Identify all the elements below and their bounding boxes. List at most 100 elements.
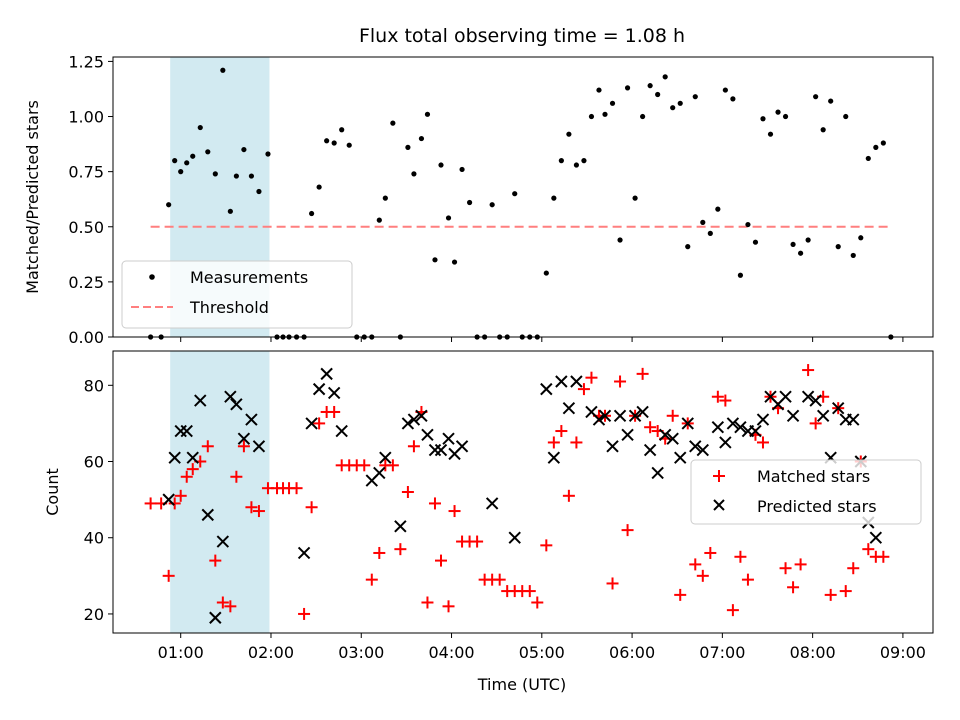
- matched-star-point: [779, 562, 792, 575]
- legend-measurements-marker: [149, 274, 155, 280]
- predicted-star-point: [379, 451, 392, 464]
- measurement-point: [220, 67, 226, 73]
- chart-title: Flux total observing time = 1.08 h: [359, 25, 685, 47]
- measurement-point: [624, 85, 631, 91]
- matched-star-point: [644, 421, 657, 434]
- measurement-point: [782, 113, 789, 120]
- matched-star-point: [493, 573, 506, 586]
- predicted-star-point: [540, 382, 553, 396]
- predicted-star-point: [643, 443, 657, 457]
- matched-star-point: [230, 470, 243, 483]
- predicted-star-point: [726, 417, 740, 430]
- x-tick-label: 07:00: [699, 643, 745, 662]
- matched-star-point: [298, 607, 311, 620]
- measurement-point: [241, 146, 247, 153]
- measurement-point: [558, 158, 564, 164]
- measurement-point: [662, 74, 668, 80]
- predicted-star-point: [297, 546, 311, 560]
- measurement-point: [790, 241, 796, 248]
- measurement-point: [715, 206, 721, 212]
- y-axis-ticks-top: 0.00 0.25 0.50 0.75 1.00 1.25: [68, 52, 113, 347]
- predicted-star-point: [305, 417, 318, 430]
- predicted-star-point: [230, 398, 243, 411]
- matched-star-point: [305, 501, 318, 514]
- measurement-point: [581, 158, 587, 164]
- measurement-point: [737, 272, 744, 278]
- measurement-point: [858, 235, 864, 241]
- predicted-star-point: [312, 382, 326, 396]
- measurement-point: [466, 199, 473, 206]
- predicted-star-point: [401, 417, 415, 430]
- y-tick-label-top: 0.50: [68, 218, 104, 237]
- matched-star-point: [373, 546, 386, 559]
- measurement-points: [148, 67, 894, 340]
- predicted-star-point: [786, 409, 800, 422]
- x-tick-label: 09:00: [880, 643, 926, 662]
- measurement-point: [197, 124, 203, 131]
- x-tick-label: 01:00: [158, 643, 204, 662]
- matched-star-point: [674, 588, 687, 601]
- matched-star-point: [421, 596, 434, 609]
- predicted-star-point: [621, 428, 634, 442]
- predicted-star-point: [237, 432, 251, 445]
- predicted-star-point: [421, 428, 434, 442]
- predicted-star-point: [666, 432, 679, 445]
- predicted-star-point: [658, 428, 672, 442]
- x-axis-ticks: 01:00 02:00 03:00 04:00 05:00 06:00 07:00 08:00…: [158, 633, 926, 662]
- measurement-point: [309, 210, 315, 217]
- predicted-star-point: [327, 386, 341, 400]
- predicted-star-point: [415, 409, 428, 422]
- x-tick-label: 04:00: [428, 643, 474, 662]
- measurement-point: [178, 169, 184, 175]
- legend-matched-marker: [713, 470, 725, 482]
- legend-threshold-label: Threshold: [189, 298, 269, 317]
- matched-star-point: [216, 596, 229, 609]
- matched-star-point: [401, 486, 414, 498]
- x-tick-label: 05:00: [519, 643, 565, 662]
- matched-star-point: [877, 550, 890, 563]
- legend-predicted-marker: [713, 499, 725, 511]
- matched-star-point: [162, 569, 175, 582]
- measurement-point: [602, 111, 608, 117]
- matched-star-point: [428, 497, 441, 510]
- measurement-point: [551, 195, 557, 201]
- matched-star-point: [666, 409, 679, 422]
- predicted-star-point: [201, 508, 214, 522]
- predicted-star-point: [180, 424, 193, 438]
- matched-star-point: [442, 600, 455, 613]
- measurement-point: [405, 144, 411, 150]
- matched-star-point: [839, 585, 852, 598]
- matched-star-point: [186, 463, 199, 476]
- measurement-point: [707, 230, 713, 236]
- matched-star-point: [802, 364, 815, 377]
- measurement-point: [835, 244, 841, 250]
- measurement-point: [677, 100, 683, 106]
- predicted-star-point: [168, 451, 181, 464]
- matched-star-point: [386, 459, 399, 472]
- legend-predicted-label: Predicted stars: [757, 497, 877, 516]
- measurement-point: [459, 166, 465, 173]
- measurement-point: [745, 221, 751, 228]
- measurement-point: [489, 202, 495, 208]
- measurement-point: [880, 140, 886, 146]
- predicted-star-point: [216, 535, 230, 548]
- measurement-point: [640, 113, 646, 120]
- measurement-point: [432, 257, 438, 263]
- matched-star-point: [407, 440, 420, 453]
- matched-star-point: [726, 604, 739, 617]
- measurement-point: [172, 158, 178, 164]
- matched-star-point: [570, 436, 583, 449]
- measurement-point: [184, 160, 190, 166]
- predicted-star-point: [335, 424, 348, 438]
- predicted-star-point: [555, 375, 568, 388]
- measurement-point: [205, 149, 211, 155]
- measurement-point: [647, 83, 653, 89]
- measurement-point: [722, 87, 728, 93]
- predicted-star-point: [592, 413, 606, 426]
- measurement-point: [670, 105, 676, 111]
- measurement-point: [760, 116, 766, 122]
- matched-star-point: [290, 482, 303, 495]
- predicted-star-point: [224, 390, 237, 403]
- measurement-point: [212, 171, 218, 177]
